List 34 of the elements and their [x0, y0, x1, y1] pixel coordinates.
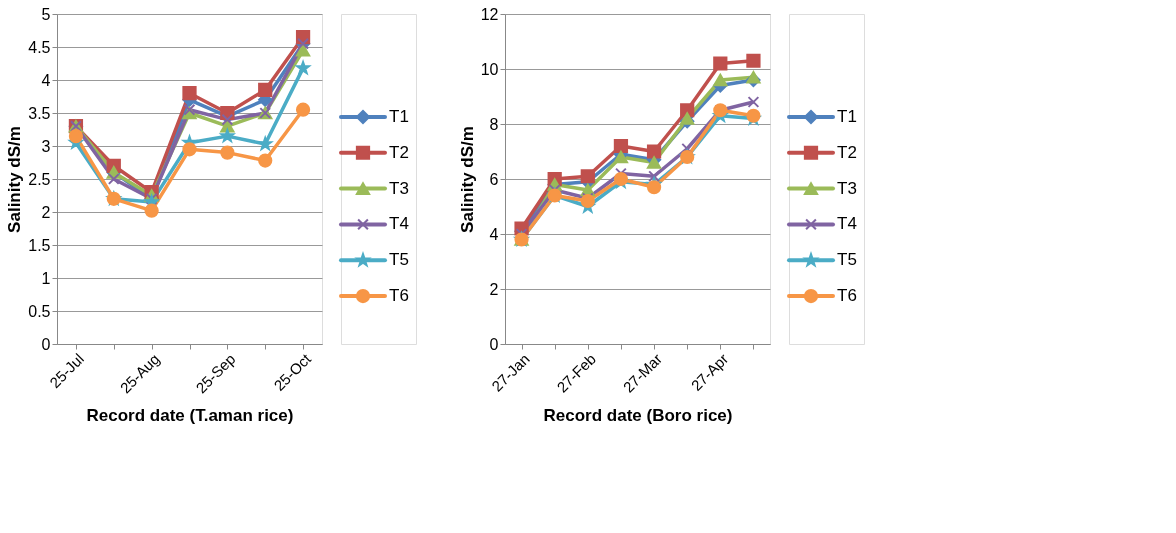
- y-tick-label: 1.5: [28, 236, 51, 254]
- legend-label: T3: [389, 178, 409, 198]
- legend-label: T2: [837, 142, 857, 162]
- y-tick-label: 6: [489, 170, 499, 188]
- legend-label: T2: [389, 142, 409, 162]
- y-tick-label: 0.5: [28, 302, 51, 320]
- y-tick-label: 4: [489, 225, 499, 243]
- legend-label: T4: [837, 214, 857, 234]
- y-axis-title: Salinity dS/m: [457, 126, 477, 233]
- legend-label: T5: [837, 250, 857, 270]
- y-tick-label: 2.5: [28, 170, 51, 188]
- y-tick-label: 3.5: [28, 104, 51, 122]
- y-tick-label: 12: [480, 5, 499, 23]
- y-tick-label: 8: [489, 115, 499, 133]
- y-tick-label: 5: [41, 5, 51, 23]
- y-tick-label: 0: [489, 335, 499, 353]
- y-tick-label: 2: [489, 280, 499, 298]
- y-tick-label: 4: [41, 71, 51, 89]
- y-axis-title: Salinity dS/m: [5, 126, 25, 233]
- y-tick-label: 3: [41, 137, 51, 155]
- y-tick-label: 2: [41, 203, 51, 221]
- legend-label: T6: [389, 286, 409, 306]
- y-tick-label: 0: [41, 335, 51, 353]
- legend-label: T6: [837, 286, 857, 306]
- y-tick-label: 4.5: [28, 38, 51, 56]
- y-tick-label: 10: [480, 60, 499, 78]
- legend-label: T4: [389, 214, 409, 234]
- x-axis-title: Record date (T.aman rice): [86, 406, 294, 426]
- legend-label: T1: [837, 106, 857, 126]
- legend-label: T3: [837, 178, 857, 198]
- legend-label: T1: [389, 106, 409, 126]
- x-axis-title: Record date (Boro rice): [543, 405, 733, 425]
- y-tick-label: 1: [41, 269, 51, 287]
- legend-label: T5: [389, 250, 409, 270]
